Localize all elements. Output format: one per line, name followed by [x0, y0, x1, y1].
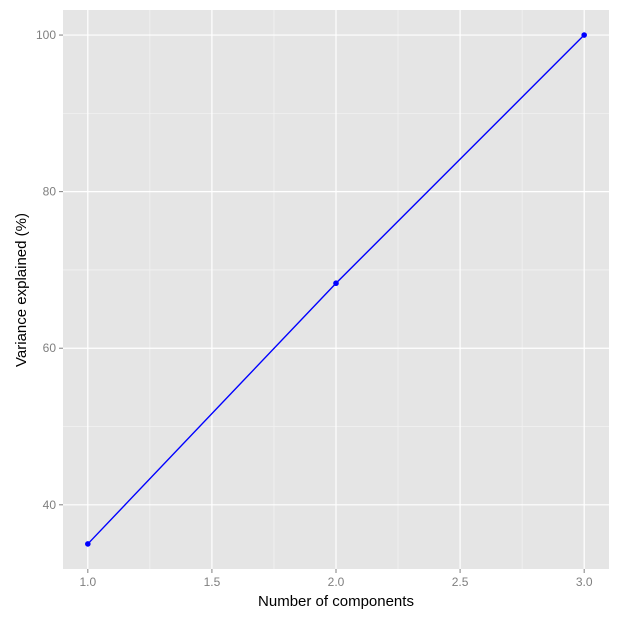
y-tick-label: 60	[43, 341, 57, 355]
x-tick-label: 3.0	[576, 575, 593, 589]
x-tick-label: 1.5	[204, 575, 221, 589]
data-point	[333, 280, 339, 287]
data-point	[85, 541, 91, 547]
y-axis-ticks: 40 60 80 100	[36, 28, 63, 512]
series-layer	[85, 32, 587, 547]
x-tick-label: 1.0	[79, 575, 96, 589]
y-tick-label: 40	[43, 498, 57, 512]
x-tick-label: 2.5	[452, 575, 469, 589]
data-point	[581, 32, 587, 38]
y-tick-label: 100	[36, 28, 56, 42]
y-axis-title: Variance explained (%)	[13, 213, 30, 367]
x-axis-title: Number of components	[258, 593, 414, 610]
x-tick-label: 2.0	[328, 575, 345, 589]
y-tick-label: 80	[43, 185, 57, 199]
major-gridlines	[63, 10, 609, 569]
x-axis-ticks: 1.0 1.5 2.0 2.5 3.0	[79, 569, 593, 589]
